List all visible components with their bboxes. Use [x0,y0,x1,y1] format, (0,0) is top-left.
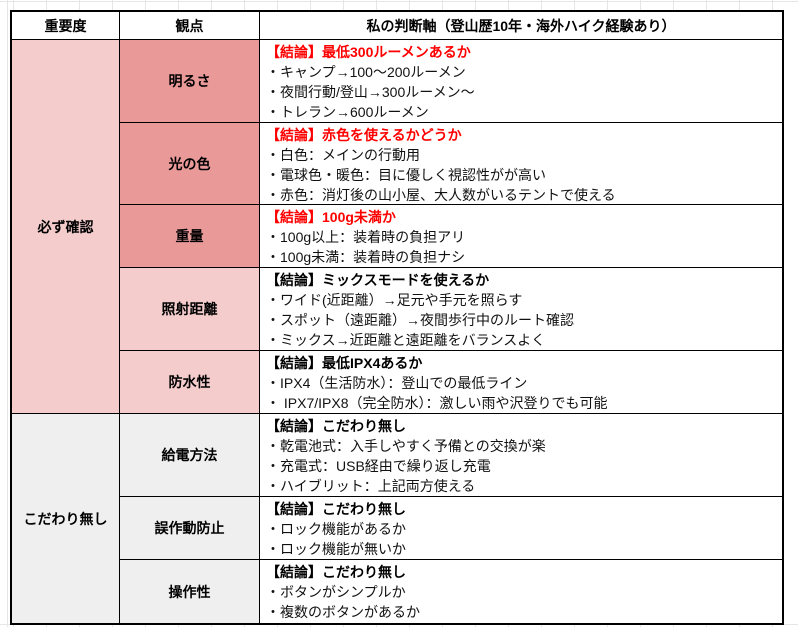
conclusion-line: 【結論】ミックスモードを使えるか [266,272,490,288]
bullet-line: ・赤色：消灯後の山小屋、大人数がいるテントで使える [266,187,616,203]
criteria-row: 重量 【結論】100g未満か・100g以上：装着時の負担アリ ・100g未満：装着時… [120,205,782,268]
judgment-cell: 【結論】こだわり無し ・ロック機能があるか ・ロック機能が無いか [260,497,782,560]
viewpoint-cell: 重量 [120,205,260,268]
importance-cell: 必ず確認 [12,40,120,414]
conclusion-line: 【結論】100g未満か [266,209,396,225]
bullet-line: ・IPX4（生活防水）：登山での最低ライン [266,375,528,391]
criteria-row: 給電方法 【結論】こだわり無し・乾電池式：入手しやすく予備との交換が楽 ・充電式：U… [120,414,782,497]
viewpoint-label: 明るさ [168,73,211,89]
sheet-gridline-top [0,1,798,2]
table-header-row: 重要度 観点 私の判断軸（登山歴10年・海外ハイク経験あり） [12,12,782,40]
bullet-line: ・白色：メインの行動用 [266,147,420,163]
bullet-line: ・乾電池式：入手しやすく予備との交換が楽 [266,438,546,454]
judgment-cell: 【結論】最低300ルーメンあるか ・キャンプ→100〜200ルーメン ・夜間行動/登… [260,40,782,123]
conclusion-line: 【結論】こだわり無し [266,501,406,517]
viewpoint-label: 誤作動防止 [154,520,225,536]
bullet-line: ・複数のボタンがあるか [266,604,420,620]
judgment-cell: 【結論】こだわり無し・乾電池式：入手しやすく予備との交換が楽 ・充電式：USB経由… [260,414,782,497]
conclusion-line: 【結論】赤色を使えるかどうか [266,127,462,143]
section-rows: 給電方法 【結論】こだわり無し ・乾電池式：入手しやすく予備との交換が楽 ・充電式：U… [120,414,782,623]
criteria-row: 明るさ 【結論】最低300ルーメンあるか ・キャンプ→100〜200ルーメン ・夜間行… [120,40,782,123]
bullet-line: ・ボタンがシンプルか [266,584,406,600]
viewpoint-label: 防水性 [168,374,211,390]
criteria-row: 誤作動防止 【結論】こだわり無し ・ロック機能があるか ・ロック機能が無いか [120,497,782,560]
conclusion-line: 【結論】最低IPX4あるか [266,355,423,371]
header-importance: 重要度 [12,12,120,40]
bullet-line: ・トレラン→600ルーメン [266,104,429,120]
bullet-line: ・充電式：USB経由で繰り返し充電 [266,458,491,474]
judgment-cell: 【結論】最低IPX4あるか・IPX4（生活防水）：登山での最低ライン・ IPX7… [260,351,782,414]
importance-label: 必ず確認 [37,218,94,235]
viewpoint-label: 重量 [175,228,204,244]
criteria-row: 照射距離 【結論】ミックスモードを使えるか・ワイド(近距離）→足元や手元を照らす・… [120,268,782,351]
judgment-cell: 【結論】ミックスモードを使えるか・ワイド(近距離）→足元や手元を照らす・スポット… [260,268,782,351]
section-rows: 明るさ 【結論】最低300ルーメンあるか ・キャンプ→100〜200ルーメン ・夜間行… [120,40,782,414]
headlamp-criteria-table: 重要度 観点 私の判断軸（登山歴10年・海外ハイク経験あり） 必ず確認 明るさ 【結… [10,10,784,625]
importance-cell: こだわり無し [12,414,120,623]
judgment-cell: 【結論】こだわり無し ・ボタンがシンプルか ・複数のボタンがあるか [260,560,782,623]
viewpoint-cell: 操作性 [120,560,260,623]
importance-section: こだわり無し 給電方法 【結論】こだわり無し ・乾電池式：入手しやすく予備との交換が楽… [12,414,782,623]
bullet-line: ・夜間行動/登山→300ルーメン〜 [266,84,475,100]
criteria-row: 操作性 【結論】こだわり無し ・ボタンがシンプルか ・複数のボタンがあるか [120,560,782,623]
judgment-cell: 【結論】赤色を使えるかどうか ・白色：メインの行動用・電球色・暖色：目に優しく視認… [260,123,782,205]
bullet-line: ・100g未満：装着時の負担ナシ [266,249,466,265]
bullet-line: ・ IPX7/IPX8（完全防水）：激しい雨や沢登りでも可能 [266,395,608,411]
bullet-line: ・電球色・暖色：目に優しく視認性がが高い [266,167,546,183]
viewpoint-label: 給電方法 [161,447,218,463]
viewpoint-cell: 光の色 [120,123,260,205]
bullet-line: ・100g以上：装着時の負担アリ [266,229,466,245]
bullet-line: ・スポット（遠距離）→夜間歩行中のルート確認 [266,312,574,328]
conclusion-line: 【結論】こだわり無し [266,418,406,434]
bullet-line: ・キャンプ→100〜200ルーメン [266,64,466,80]
viewpoint-cell: 給電方法 [120,414,260,497]
bullet-line: ・ロック機能があるか [266,521,406,537]
bullet-line: ・ロック機能が無いか [266,541,406,557]
bullet-line: ・ワイド(近距離）→足元や手元を照らす [266,292,523,308]
viewpoint-cell: 防水性 [120,351,260,414]
importance-label: こだわり無し [23,510,108,527]
viewpoint-cell: 照射距離 [120,268,260,351]
viewpoint-cell: 明るさ [120,40,260,123]
viewpoint-label: 光の色 [168,155,211,172]
criteria-row: 光の色 【結論】赤色を使えるかどうか ・白色：メインの行動用・電球色・暖色：目に優し… [120,123,782,205]
judgment-cell: 【結論】100g未満か・100g以上：装着時の負担アリ ・100g未満：装着時の負… [260,205,782,268]
header-viewpoint: 観点 [120,12,260,40]
header-judgment: 私の判断軸（登山歴10年・海外ハイク経験あり） [260,12,782,40]
bullet-line: ・ミックス→近距離と遠距離をバランスよく [266,332,546,348]
viewpoint-cell: 誤作動防止 [120,497,260,560]
viewpoint-label: 操作性 [168,583,211,600]
bullet-line: ・ハイブリット：上記両方使える [266,478,476,494]
conclusion-line: 【結論】こだわり無し [266,564,406,580]
viewpoint-label: 照射距離 [161,301,218,317]
importance-section: 必ず確認 明るさ 【結論】最低300ルーメンあるか ・キャンプ→100〜200ルーメン… [12,40,782,414]
table-body: 必ず確認 明るさ 【結論】最低300ルーメンあるか ・キャンプ→100〜200ルーメン… [12,40,782,623]
criteria-row: 防水性 【結論】最低IPX4あるか・IPX4（生活防水）：登山での最低ライン・ I… [120,351,782,414]
conclusion-line: 【結論】最低300ルーメンあるか [266,44,471,60]
